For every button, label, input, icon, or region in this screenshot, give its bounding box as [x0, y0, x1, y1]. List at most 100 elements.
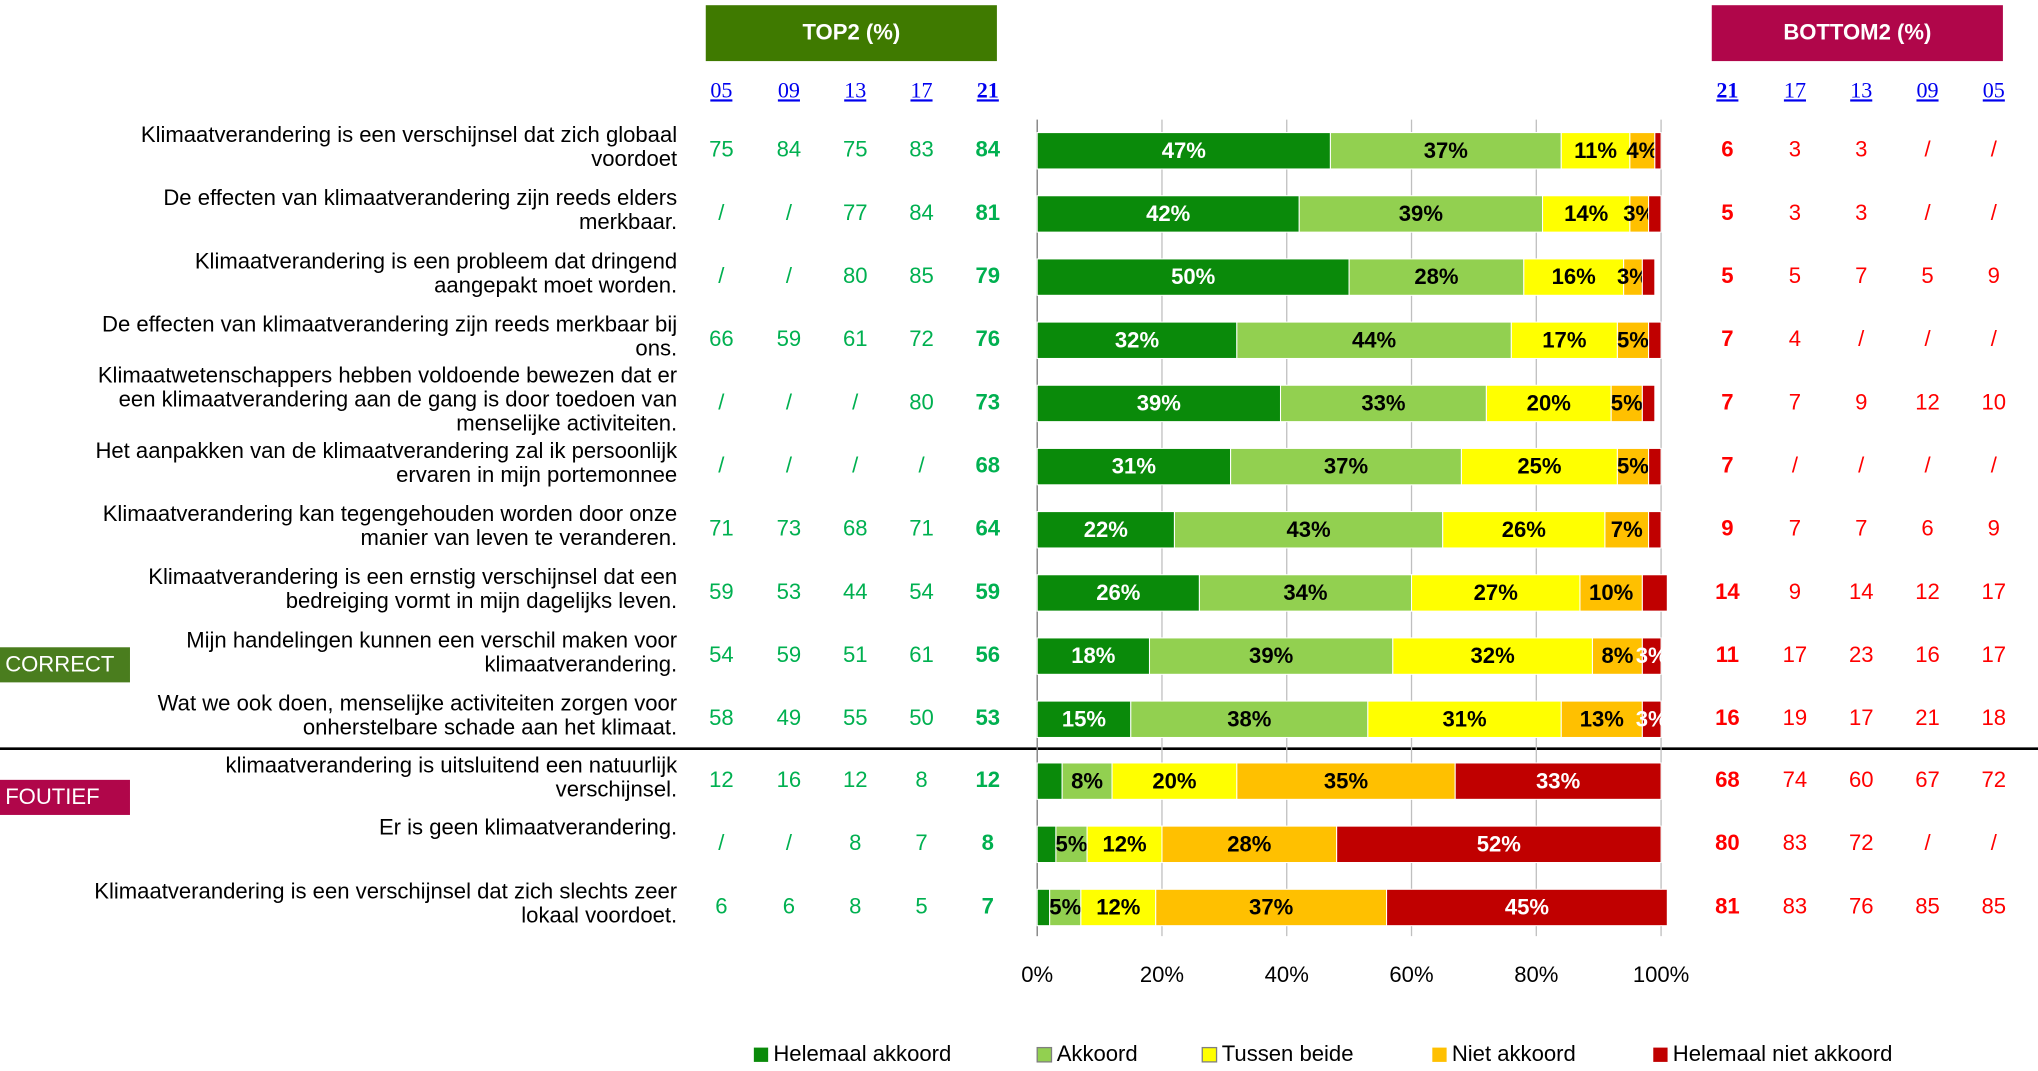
table-value: 55 — [843, 705, 868, 730]
table-value: 12 — [1915, 579, 1940, 604]
table-value: / — [718, 830, 725, 855]
table-value: / — [718, 263, 725, 288]
legend-swatch — [1036, 1046, 1053, 1063]
bar-segment — [1560, 700, 1643, 739]
bar-segment — [1510, 321, 1618, 359]
table-value: 80 — [909, 389, 934, 414]
table-value: 10 — [1982, 389, 2007, 414]
table-value: 3 — [1789, 200, 1801, 225]
table-value: 7 — [1855, 516, 1867, 541]
table-value: 83 — [909, 137, 934, 162]
data-label: 42% — [1146, 201, 1191, 226]
data-label: 5% — [1617, 327, 1649, 352]
table-value: 7 — [982, 893, 994, 918]
table-value: 80 — [1715, 830, 1740, 855]
legend-swatch — [1653, 1047, 1668, 1062]
table-value: 16 — [1915, 642, 1940, 667]
table-value: 9 — [1855, 389, 1867, 414]
table-value: 64 — [976, 516, 1001, 541]
table-value: 72 — [909, 326, 934, 351]
table-value: / — [1924, 326, 1931, 351]
table-value: / — [852, 389, 859, 414]
table-value: 80 — [843, 263, 868, 288]
table-value: 17 — [1982, 579, 2007, 604]
bar-segment — [1086, 825, 1163, 864]
category-label: Klimaatverandering is een ernstig versch… — [148, 564, 677, 589]
bar-segment — [1485, 384, 1612, 423]
bar-segment — [1616, 447, 1650, 486]
table-value: 5 — [1721, 263, 1733, 288]
table-value: 59 — [709, 579, 734, 604]
bar-segment — [1036, 574, 1200, 612]
bar-segment — [1036, 637, 1151, 675]
data-label: 20% — [1152, 768, 1197, 793]
column-header: 09 — [1916, 77, 1938, 102]
table-value: 16 — [1715, 705, 1740, 730]
table-value: / — [1991, 137, 1998, 162]
table-value: 3 — [1855, 200, 1867, 225]
table-value: 58 — [709, 705, 734, 730]
legend-swatch — [1432, 1047, 1447, 1062]
bar-segment — [1641, 637, 1662, 675]
table-value: 74 — [1783, 767, 1808, 792]
table-value: 75 — [709, 137, 734, 162]
data-label: 16% — [1552, 264, 1597, 289]
category-label: klimaatverandering is uitsluitend een na… — [226, 752, 679, 777]
bar-segment — [1236, 321, 1512, 359]
table-value: 54 — [909, 579, 934, 604]
bar-segment — [1080, 888, 1157, 927]
data-label: 17% — [1542, 327, 1587, 352]
data-label: 14% — [1564, 201, 1609, 226]
table-value: / — [1991, 326, 1998, 351]
table-value: 72 — [1849, 830, 1874, 855]
table-value: 7 — [1721, 389, 1733, 414]
group-box — [0, 779, 130, 815]
bar-segment — [1279, 384, 1487, 423]
bar-segment — [1460, 447, 1618, 486]
table-header-box — [1711, 5, 2003, 62]
group-label: FOUTIEF — [5, 784, 99, 809]
table-value: 84 — [976, 137, 1001, 162]
bar-segment — [1111, 762, 1238, 800]
bar-segment — [1648, 321, 1662, 359]
data-label: 45% — [1505, 895, 1550, 920]
table-value: 6 — [783, 893, 795, 918]
table-value: / — [1924, 137, 1931, 162]
table-value: 81 — [976, 200, 1001, 225]
table-value: 73 — [777, 516, 802, 541]
data-label: 15% — [1062, 706, 1107, 731]
table-value: 9 — [1721, 516, 1733, 541]
data-label: 31% — [1442, 706, 1487, 731]
bar-segment — [1641, 700, 1662, 739]
table-value: 17 — [1783, 642, 1808, 667]
legend-label: Tussen beide — [1222, 1041, 1354, 1066]
category-label: De effecten van klimaatverandering zijn … — [102, 311, 677, 336]
data-label: 5% — [1056, 831, 1088, 856]
column-header: 21 — [977, 77, 999, 102]
table-value: 6 — [715, 893, 727, 918]
category-label: ons. — [635, 336, 677, 361]
bar-segment — [1523, 258, 1625, 296]
data-label: 52% — [1477, 831, 1522, 856]
table-value: 12 — [843, 767, 868, 792]
table-value: 5 — [915, 893, 927, 918]
data-label: 34% — [1283, 580, 1328, 605]
bar-segment — [1155, 888, 1388, 927]
bar-segment — [1411, 574, 1581, 612]
table-value: 18 — [1982, 705, 2007, 730]
data-label: 33% — [1536, 768, 1581, 793]
table-value: 9 — [1988, 263, 2000, 288]
bar-segment — [1049, 888, 1082, 927]
category-label: manier van leven te veranderen. — [361, 525, 678, 550]
bar-segment — [1036, 762, 1063, 800]
table-title: BOTTOM2 (%) — [1783, 20, 1931, 45]
legend-label: Akkoord — [1057, 1041, 1138, 1066]
data-label: 3% — [1636, 643, 1668, 668]
bar-segment — [1348, 258, 1525, 296]
data-label: 39% — [1137, 391, 1182, 416]
table-value: 50 — [909, 705, 934, 730]
bar-segment — [1329, 132, 1562, 170]
category-label: Klimaatverandering is een verschijnsel d… — [94, 879, 677, 904]
table-value: / — [1991, 452, 1998, 477]
